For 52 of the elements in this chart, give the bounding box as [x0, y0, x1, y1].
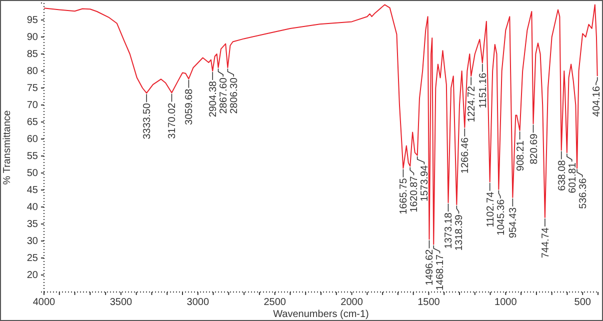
y-tick-label: 55: [26, 151, 38, 162]
y-tick-label: 45: [26, 185, 38, 196]
x-tick-label: 3000: [186, 297, 210, 308]
x-tick-label: 1000: [494, 297, 518, 308]
annotation: 1151.16: [478, 72, 489, 108]
annotation: 638.08: [556, 160, 568, 191]
y-tick-label: 30: [26, 236, 38, 248]
y-tick-label: 85: [26, 49, 38, 60]
y-tick-label: 75: [26, 83, 38, 94]
y-tick-label: 65: [26, 117, 38, 128]
y-tick-label: 90: [26, 32, 38, 44]
annotation: 3333.50: [142, 102, 154, 140]
annotation: 1620.87: [409, 176, 420, 212]
x-tick-label: 3500: [110, 297, 133, 308]
y-tick-label: 95: [26, 15, 38, 26]
annotation: 820.69: [528, 133, 540, 164]
annotation: 2867.60: [218, 77, 230, 114]
annotation: 2806.30: [229, 77, 240, 114]
annotation: 954.43: [508, 207, 520, 238]
y-tick-label: 35: [26, 219, 38, 230]
annotation: 2904.38: [208, 80, 220, 118]
annotation: 3059.68: [184, 88, 196, 125]
annotation: 536.36: [578, 178, 589, 209]
annotation: 908.21: [515, 140, 526, 172]
x-tick-label: 500: [574, 297, 592, 308]
annotation: 1224.72: [466, 86, 478, 122]
annotation: 1318.39: [454, 214, 466, 251]
annotation: 1045.36: [496, 198, 507, 236]
annotation: 1102.74: [485, 191, 496, 228]
x-tick-label: 1500: [418, 297, 440, 308]
y-tick-label: 50: [26, 168, 38, 180]
annotation: 1665.75: [398, 178, 410, 214]
annotation: 1266.46: [460, 137, 472, 174]
annotation: 1496.62: [424, 248, 436, 286]
x-axis-title: Wavenumbers (cm-1): [273, 309, 369, 320]
annotation: 601.81: [567, 162, 578, 194]
annotation: 3170.02: [167, 102, 178, 139]
annotation: 404.16: [592, 86, 602, 117]
y-tick-label: 20: [26, 270, 38, 282]
y-tick-label: 70: [26, 100, 38, 112]
y-axis-title: % Transmittance: [2, 110, 13, 185]
annotation: 1573.94: [420, 164, 431, 202]
y-tick-label: 80: [26, 66, 38, 78]
y-tick-label: 60: [26, 134, 38, 146]
y-tick-label: 25: [26, 253, 38, 264]
x-tick-label: 4000: [32, 297, 56, 308]
annotation: 1373.18: [444, 212, 455, 249]
x-tick-label: 2500: [264, 297, 286, 308]
annotation: 744.74: [540, 227, 552, 258]
annotation: 1468.17: [435, 254, 446, 291]
x-tick-label: 2000: [340, 297, 364, 308]
y-tick-label: 40: [26, 202, 38, 214]
